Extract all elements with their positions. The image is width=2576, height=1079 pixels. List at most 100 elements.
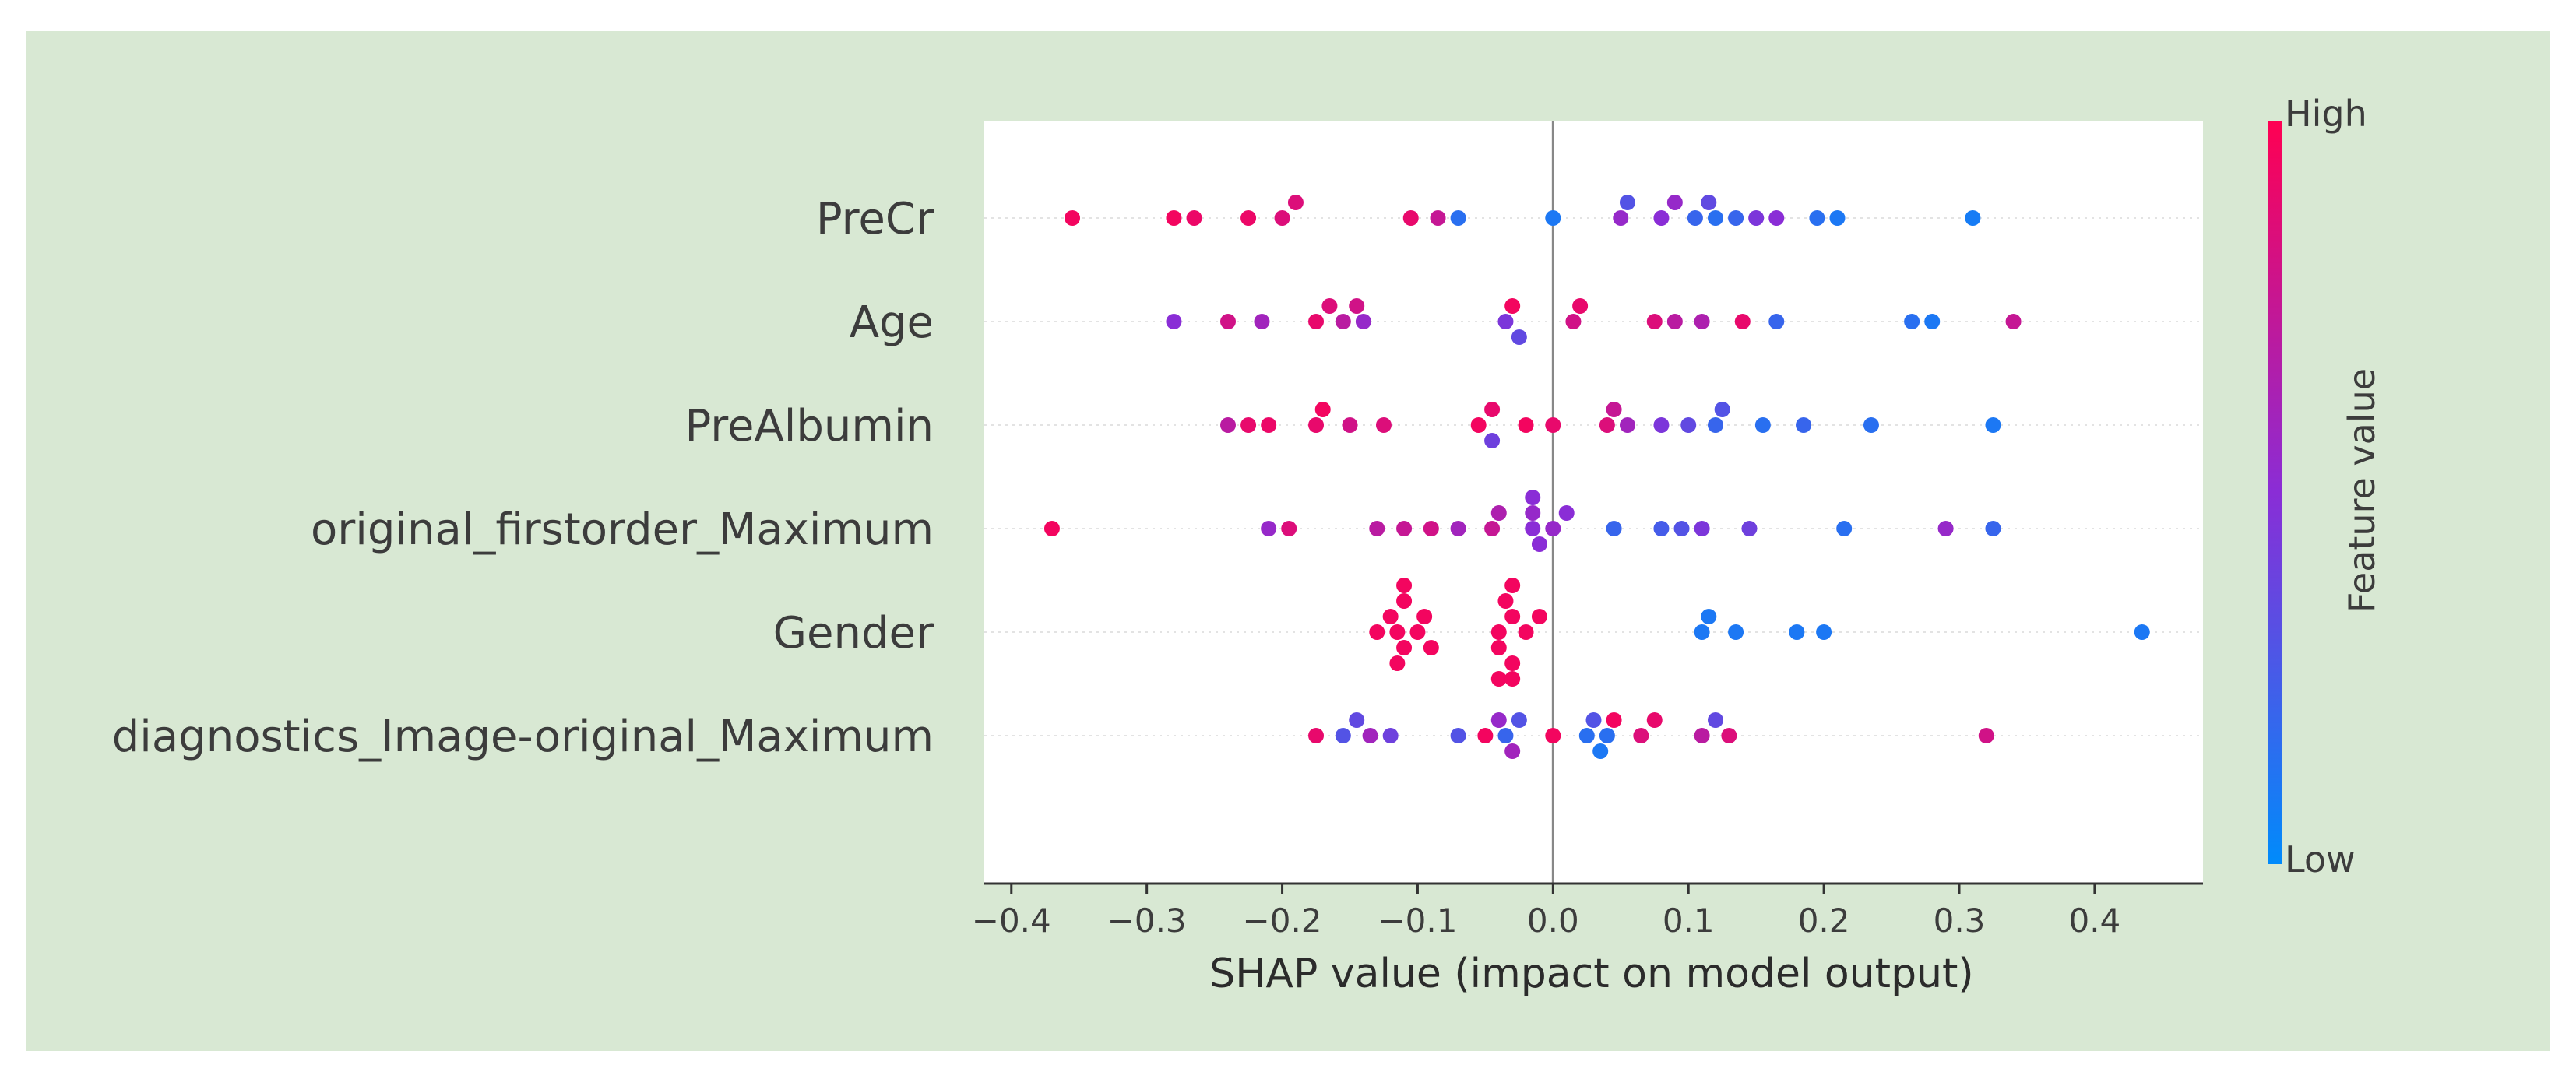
x-tick-label: −0.4 bbox=[972, 902, 1051, 940]
shap-point bbox=[1375, 417, 1392, 433]
shap-point bbox=[1240, 417, 1257, 433]
feature-label: original_firstorder_Maximum bbox=[311, 504, 934, 555]
shap-point bbox=[1511, 712, 1527, 728]
shap-point bbox=[1396, 593, 1413, 609]
shap-point bbox=[1863, 417, 1879, 433]
shap-point bbox=[1396, 640, 1413, 655]
shap-point bbox=[1423, 640, 1439, 655]
shap-point bbox=[2134, 624, 2150, 640]
shap-point bbox=[1701, 195, 1717, 210]
shap-point bbox=[1578, 728, 1595, 743]
shap-point bbox=[1396, 578, 1413, 593]
shap-point bbox=[1728, 210, 1744, 226]
shap-point bbox=[1423, 521, 1439, 536]
shap-point bbox=[1545, 210, 1561, 226]
shap-point bbox=[1470, 417, 1487, 433]
shap-point bbox=[1416, 609, 1433, 624]
shap-point bbox=[1796, 417, 1812, 433]
shap-point bbox=[1308, 728, 1325, 743]
shap-point bbox=[1525, 505, 1541, 521]
shap-point bbox=[1768, 314, 1785, 329]
shap-point bbox=[1768, 210, 1785, 226]
shap-point bbox=[1816, 624, 1832, 640]
shap-point bbox=[1708, 712, 1723, 728]
shap-point bbox=[1734, 314, 1751, 329]
shap-point bbox=[1545, 417, 1561, 433]
shap-point bbox=[1186, 210, 1202, 226]
shap-point bbox=[1497, 728, 1514, 743]
x-tick-label: −0.2 bbox=[1243, 902, 1322, 940]
shap-point bbox=[1261, 521, 1277, 536]
shap-point bbox=[1606, 402, 1622, 417]
shap-point bbox=[1619, 417, 1635, 433]
shap-point bbox=[1714, 402, 1730, 417]
shap-point bbox=[1924, 314, 1941, 329]
shap-point bbox=[1321, 298, 1338, 314]
shap-point bbox=[1531, 609, 1547, 624]
x-tick-label: 0.2 bbox=[1798, 902, 1850, 940]
shap-point bbox=[1497, 593, 1514, 609]
shap-point bbox=[1599, 728, 1615, 743]
shap-point bbox=[1829, 210, 1846, 226]
shap-point bbox=[1633, 728, 1649, 743]
shap-point bbox=[1308, 417, 1325, 433]
shap-point bbox=[1504, 671, 1521, 687]
shap-point bbox=[1646, 314, 1663, 329]
shap-point bbox=[1477, 728, 1494, 743]
shap-point bbox=[1904, 314, 1920, 329]
shap-point bbox=[1518, 624, 1534, 640]
shap-point bbox=[1362, 728, 1378, 743]
shap-point bbox=[1754, 417, 1771, 433]
shap-point bbox=[1565, 314, 1582, 329]
shap-point bbox=[1653, 521, 1670, 536]
shap-point bbox=[1166, 314, 1182, 329]
feature-label: PreCr bbox=[816, 194, 934, 244]
shap-point bbox=[1585, 712, 1602, 728]
shap-point bbox=[1531, 536, 1547, 552]
shap-point bbox=[1287, 195, 1304, 210]
shap-point bbox=[1450, 521, 1466, 536]
shap-point bbox=[1592, 743, 1609, 759]
shap-point bbox=[1281, 521, 1297, 536]
shap-point bbox=[1511, 329, 1527, 345]
shap-point bbox=[1606, 712, 1622, 728]
shap-point bbox=[1396, 521, 1413, 536]
figure-panel: PreCr Age PreAlbumin original_firstorder_Ma… bbox=[26, 31, 2550, 1051]
shap-point bbox=[1619, 195, 1635, 210]
shap-point bbox=[1402, 210, 1419, 226]
x-tick-label: 0.3 bbox=[1934, 902, 1986, 940]
shap-point bbox=[1836, 521, 1853, 536]
shap-point bbox=[1369, 521, 1385, 536]
shap-point bbox=[1694, 521, 1710, 536]
shap-point bbox=[1409, 624, 1426, 640]
shap-point bbox=[1497, 314, 1514, 329]
x-tick-label: 0.1 bbox=[1663, 902, 1715, 940]
shap-point bbox=[1599, 417, 1615, 433]
shap-point bbox=[1572, 298, 1589, 314]
shap-point bbox=[1721, 728, 1737, 743]
feature-label: Gender bbox=[773, 608, 934, 659]
shap-point bbox=[1694, 728, 1710, 743]
shap-point bbox=[1166, 210, 1182, 226]
shap-point bbox=[1748, 210, 1765, 226]
plot-area bbox=[984, 121, 2203, 884]
shap-point bbox=[1389, 655, 1406, 671]
shap-point bbox=[2005, 314, 2022, 329]
shap-point bbox=[1504, 743, 1521, 759]
shap-point bbox=[1308, 314, 1325, 329]
feature-label: Age bbox=[850, 297, 934, 348]
shap-point bbox=[1653, 210, 1670, 226]
shap-point bbox=[1965, 210, 1981, 226]
shap-point bbox=[1490, 712, 1507, 728]
shap-point bbox=[1694, 314, 1710, 329]
colorbar-low-label: Low bbox=[2285, 838, 2356, 880]
shap-point bbox=[1525, 490, 1541, 505]
shap-point bbox=[1653, 417, 1670, 433]
shap-point bbox=[1708, 417, 1723, 433]
shap-point bbox=[1708, 210, 1723, 226]
shap-point bbox=[1484, 521, 1501, 536]
shap-point bbox=[1741, 521, 1758, 536]
shap-point bbox=[1518, 417, 1534, 433]
shap-point bbox=[1673, 521, 1690, 536]
shap-point bbox=[1490, 505, 1507, 521]
